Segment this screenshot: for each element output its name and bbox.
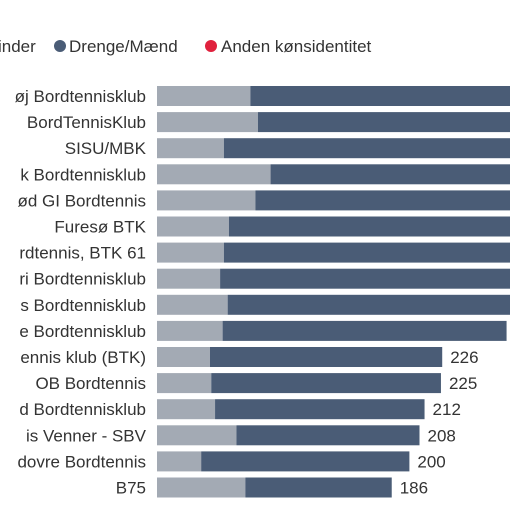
category-label-12: d Bordtennisklub xyxy=(19,400,146,419)
bar-drenge-m-nd-11 xyxy=(211,373,441,394)
bar-drenge-m-nd-10 xyxy=(210,347,443,367)
category-label-10: ennis klub (BTK) xyxy=(20,348,146,367)
category-label-9: e Bordtennisklub xyxy=(19,322,146,341)
bar-piger-kvinder-9 xyxy=(157,320,223,341)
category-label-5: Furesø BTK xyxy=(54,218,146,237)
legend-label-piger-kvinder: inder xyxy=(0,37,36,56)
value-label-11: 225 xyxy=(449,374,477,393)
bar-drenge-m-nd-3 xyxy=(270,164,510,185)
legend-marker-anden-k-nsidentitet xyxy=(205,40,217,52)
bar-piger-kvinder-4 xyxy=(157,190,256,211)
bar-drenge-m-nd-8 xyxy=(227,294,510,315)
bar-drenge-m-nd-14 xyxy=(201,451,410,472)
legend-label-drenge-m-nd: Drenge/Mænd xyxy=(69,37,178,56)
bar-piger-kvinder-5 xyxy=(157,216,229,237)
bar-drenge-m-nd-7 xyxy=(220,268,510,289)
bar-piger-kvinder-0 xyxy=(157,86,251,106)
bar-drenge-m-nd-1 xyxy=(257,112,510,133)
value-label-13: 208 xyxy=(427,426,455,445)
bar-piger-kvinder-14 xyxy=(157,451,202,472)
bar-piger-kvinder-6 xyxy=(157,242,224,263)
legend-label-anden-k-nsidentitet: Anden kønsidentitet xyxy=(221,37,372,56)
bar-piger-kvinder-7 xyxy=(157,268,221,289)
value-label-12: 212 xyxy=(433,400,461,419)
category-label-15: B75 xyxy=(116,479,146,498)
category-label-0: øj Bordtennisklub xyxy=(15,87,146,106)
bar-drenge-m-nd-6 xyxy=(223,242,510,263)
bar-drenge-m-nd-4 xyxy=(255,190,510,211)
category-label-1: BordTennisKlub xyxy=(27,113,146,132)
bar-piger-kvinder-3 xyxy=(157,164,271,185)
bar-piger-kvinder-10 xyxy=(157,347,211,367)
value-label-15: 186 xyxy=(400,479,428,498)
category-labels: øj Bordtennisklub BordTennisKlub SISU/MBK k… xyxy=(15,87,147,498)
value-label-14: 200 xyxy=(417,452,445,471)
value-label-10: 226 xyxy=(450,348,478,367)
bar-piger-kvinder-8 xyxy=(157,294,228,315)
category-label-13: is Venner - SBV xyxy=(26,426,147,445)
category-label-3: k Bordtennisklub xyxy=(20,165,146,184)
bar-drenge-m-nd-5 xyxy=(228,216,510,237)
category-label-7: ri Bordtennisklub xyxy=(19,270,146,289)
category-label-14: dovre Bordtennis xyxy=(17,452,146,471)
value-labels: 2226225212208200186 xyxy=(400,348,479,498)
category-label-6: rdtennis, BTK 61 xyxy=(19,244,146,263)
bar-piger-kvinder-15 xyxy=(157,477,246,498)
bar-piger-kvinder-12 xyxy=(157,399,216,420)
category-label-8: s Bordtennisklub xyxy=(20,296,146,315)
bars xyxy=(157,86,510,498)
bar-drenge-m-nd-15 xyxy=(245,477,392,498)
bar-drenge-m-nd-12 xyxy=(215,399,425,420)
bar-drenge-m-nd-2 xyxy=(223,138,510,159)
bar-drenge-m-nd-13 xyxy=(236,425,420,446)
bar-drenge-m-nd-0 xyxy=(250,86,510,106)
bar-piger-kvinder-11 xyxy=(157,373,212,394)
bar-drenge-m-nd-9 xyxy=(222,320,507,341)
category-label-4: ød GI Bordtennis xyxy=(17,191,146,210)
bar-piger-kvinder-2 xyxy=(157,138,224,159)
bar-piger-kvinder-1 xyxy=(157,112,258,133)
legend: inder Drenge/Mænd Anden kønsidentitet xyxy=(0,37,372,56)
legend-marker-drenge-m-nd xyxy=(54,40,66,52)
bar-piger-kvinder-13 xyxy=(157,425,237,446)
category-label-2: SISU/MBK xyxy=(65,139,147,158)
category-label-11: OB Bordtennis xyxy=(35,374,146,393)
